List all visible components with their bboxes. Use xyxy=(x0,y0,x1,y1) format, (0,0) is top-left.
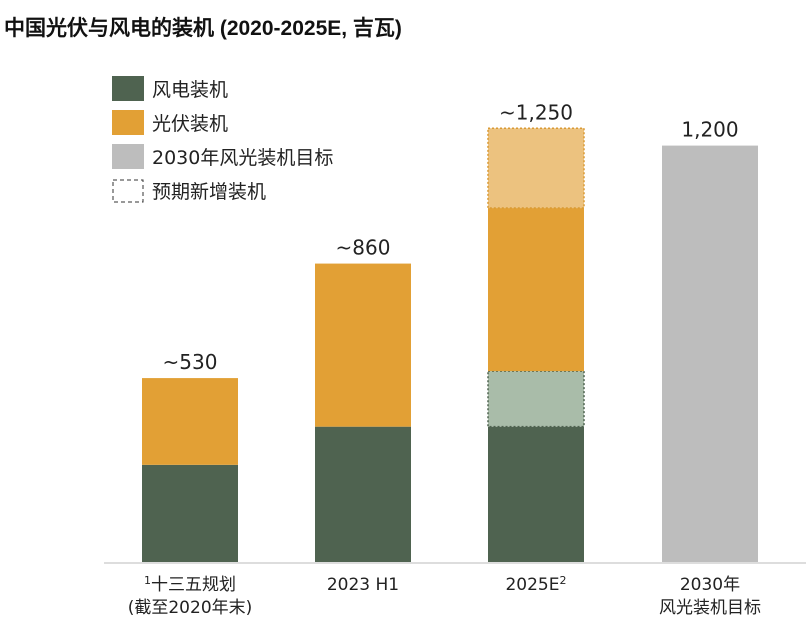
x-tick-label-2: 2025E2 xyxy=(505,574,566,595)
bar-wind_new-2 xyxy=(487,370,585,428)
x-tick-label-1: 2023 H1 xyxy=(327,575,399,595)
x-tick-label-line2-0: (截至2020年末) xyxy=(128,598,253,618)
total-label-0: ~530 xyxy=(163,350,218,374)
chart-title: 中国光伏与风电的装机 (2020-2025E, 吉瓦) xyxy=(4,17,402,40)
legend-label-0: 风电装机 xyxy=(152,79,228,101)
bar-wind-0 xyxy=(142,464,238,562)
bar-target-3 xyxy=(662,145,758,562)
bar-solar_new-2 xyxy=(487,127,585,209)
legend-swatch-1 xyxy=(112,110,144,135)
legend-swatch-2 xyxy=(112,144,144,169)
bar-solar-1 xyxy=(315,263,411,427)
bar-wind-2 xyxy=(488,426,584,562)
legend-swatch-0 xyxy=(112,76,144,101)
x-tick-label-line2-3: 风光装机目标 xyxy=(659,598,761,618)
bar-solar-0 xyxy=(142,378,238,465)
legend-label-2: 2030年风光装机目标 xyxy=(152,147,333,169)
x-tick-label-0: 1十三五规划 xyxy=(144,574,236,595)
bar-solar-2 xyxy=(488,208,584,372)
legend-swatch-3 xyxy=(112,179,144,203)
total-label-2: ~1,250 xyxy=(499,100,573,124)
legend-label-3: 预期新增装机 xyxy=(152,181,266,203)
bar-wind-1 xyxy=(315,426,411,562)
total-label-3: 1,200 xyxy=(681,118,738,142)
x-tick-label-3: 2030年 xyxy=(680,575,740,595)
total-label-1: ~860 xyxy=(336,236,391,260)
legend-label-1: 光伏装机 xyxy=(152,113,228,135)
